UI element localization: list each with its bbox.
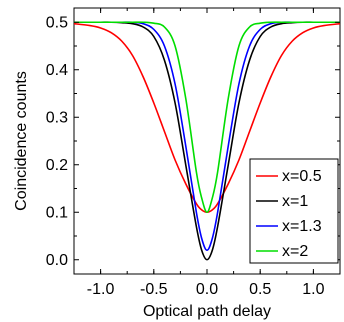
x-tick-label: 0.5 [249,281,271,298]
x-tick-label: -1.0 [87,281,115,298]
y-tick-label: 0.0 [46,252,68,269]
x-tick-label: 0.0 [196,281,218,298]
series-line-4 [74,21,340,214]
y-tick-label: 0.4 [46,62,68,79]
y-tick-label: 0.3 [46,109,68,126]
x-axis-ticks: -1.0 -0.5 0.0 0.5 1.0 [73,8,341,298]
y-axis-ticks: 0.0 0.1 0.2 0.3 0.4 0.5 [46,14,340,269]
legend: x=0.5 x=1 x=1.3 x=2 [249,158,339,264]
y-tick-label: 0.2 [46,157,68,174]
y-tick-label: 0.1 [46,204,68,221]
y-tick-label: 0.5 [46,14,68,31]
series-lines [73,21,341,261]
legend-label: x=1.3 [282,218,322,235]
y-axis-label: Coincidence counts [13,71,30,211]
legend-label: x=2 [282,243,308,260]
x-tick-label: 1.0 [302,281,324,298]
legend-label: x=1 [282,193,308,210]
x-axis-label: Optical path delay [143,303,271,320]
x-tick-label: -0.5 [140,281,168,298]
legend-label: x=0.5 [282,168,322,185]
